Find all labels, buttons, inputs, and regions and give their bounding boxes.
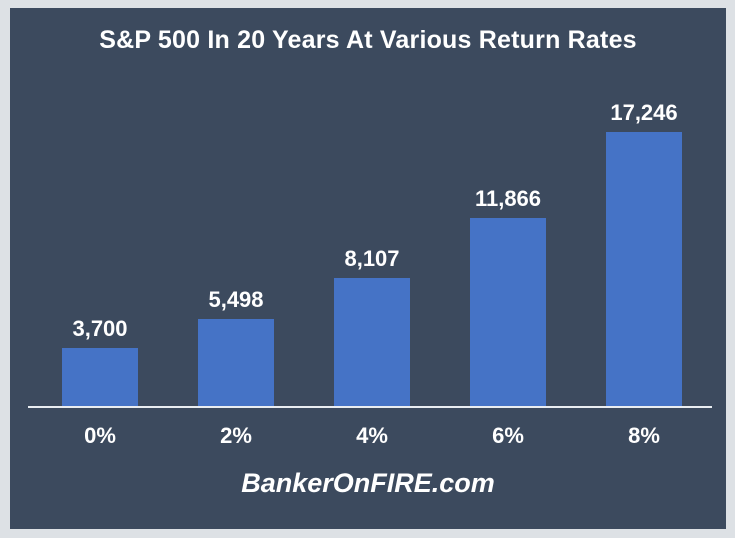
bar-group: 11,866 — [440, 186, 576, 407]
bar-group: 3,700 — [32, 316, 168, 407]
x-axis-line — [28, 406, 712, 408]
bar — [198, 319, 274, 407]
bars-row: 3,700 5,498 8,107 11,866 17,246 — [32, 100, 712, 407]
bar — [606, 132, 682, 407]
bar-group: 17,246 — [576, 100, 712, 407]
bar-value-label: 3,700 — [72, 316, 128, 341]
bar-value-label: 8,107 — [344, 246, 400, 271]
x-axis-tick-label: 0% — [84, 423, 116, 448]
bar — [470, 218, 546, 407]
bar — [334, 278, 410, 407]
bar-value-label: 17,246 — [610, 100, 678, 125]
bar-group: 8,107 — [304, 246, 440, 407]
bar-value-label: 5,498 — [208, 287, 264, 312]
bar-value-label: 11,866 — [474, 186, 542, 211]
x-axis-tick-label: 6% — [492, 423, 524, 448]
x-axis-tick-label: 2% — [220, 423, 252, 448]
chart-title: S&P 500 In 20 Years At Various Return Ra… — [99, 26, 637, 54]
x-labels-row: 0% 2% 4% 6% 8% — [32, 422, 712, 450]
bar-group: 5,498 — [168, 287, 304, 407]
bar — [62, 348, 138, 407]
chart-area: S&P 500 In 20 Years At Various Return Ra… — [10, 8, 726, 529]
x-axis-tick-label: 4% — [356, 423, 388, 448]
watermark-text: BankerOnFIRE.com — [241, 468, 495, 498]
x-axis-tick-label: 8% — [628, 423, 660, 448]
